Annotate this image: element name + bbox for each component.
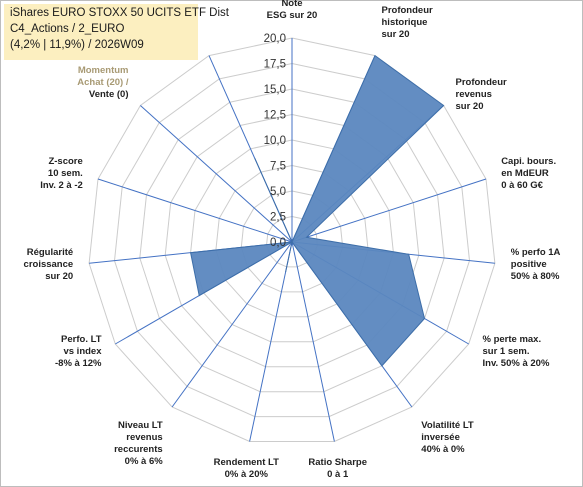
axis-label: % perfo 1A [511, 247, 561, 258]
axis-spoke [249, 241, 293, 442]
grid-ring [190, 139, 394, 343]
axis-label: en MdEUR [501, 168, 549, 179]
axis-label: sur 20 [45, 271, 73, 282]
axis-label: Z-score [48, 156, 82, 167]
axis-label: sur 20 [382, 29, 410, 40]
axis-label-faded: Achat (20) / [77, 77, 129, 88]
axis-label: -8% à 12% [55, 358, 102, 369]
grid-ring [164, 113, 420, 368]
axis-label: Rendement LT [214, 457, 279, 468]
tick-label: 0,0 [270, 237, 286, 249]
grid-ring [113, 62, 471, 418]
chart-title-line-3: (4,2% | 11,9%) / 2026W09 [10, 39, 144, 51]
axis-spoke [291, 178, 487, 243]
axis-label: Note [281, 0, 302, 9]
grid-ring [88, 37, 496, 442]
axis-label: 10 sem. [48, 168, 83, 179]
axis-label: 0 à 1 [327, 469, 349, 480]
chart-title-line-2: C4_Actions / 2_EURO [10, 23, 125, 35]
tick-label: 2,5 [270, 212, 286, 224]
tick-label: 17,5 [264, 59, 286, 71]
axis-label: revenus [456, 89, 492, 100]
tick-label: 7,5 [270, 161, 286, 173]
axis-label: sur 20 [456, 101, 484, 112]
axis-label: historique [382, 17, 428, 28]
axis-spoke [291, 241, 335, 442]
axis-spoke [171, 241, 293, 408]
tick-label: 20,0 [264, 33, 286, 45]
tick-label: 10,0 [264, 135, 286, 147]
tick-label: 12,5 [264, 110, 286, 122]
axis-label: Régularité [27, 247, 73, 258]
axis-label: 0 à 60 G€ [501, 180, 543, 191]
axis-label: Capi. bours. [501, 156, 556, 167]
tick-label: 5,0 [270, 186, 286, 198]
axis-label: Profondeur [456, 77, 507, 88]
axis-label: Volatilité LT [421, 420, 474, 431]
axis-label: Profondeur [382, 5, 433, 16]
axis-label: reccurents [114, 444, 163, 455]
axis-label: sur 1 sem. [483, 346, 530, 357]
axis-label: inversée [421, 432, 460, 443]
grid-ring [215, 164, 369, 318]
grid-ring [139, 88, 445, 393]
axis-label: croissance [24, 259, 74, 270]
axis-label: ESG sur 20 [267, 10, 318, 21]
axis-spoke [97, 178, 293, 243]
axis-label: Inv. 50% à 20% [483, 358, 550, 369]
axis-label: Ratio Sharpe [308, 457, 367, 468]
axis-label: positive [511, 259, 547, 270]
axis-label-faded: Momentum [78, 65, 129, 76]
axis-spoke [140, 105, 293, 243]
axis-label: Inv. 2 à -2 [40, 180, 83, 191]
grid-ring [240, 190, 344, 293]
axis-label: revenus [126, 432, 162, 443]
chart-title-line-1: iShares EURO STOXX 50 UCITS ETF Dist [10, 7, 229, 19]
series-area [190, 54, 445, 367]
tick-label: 15,0 [264, 84, 286, 96]
axis-label: % perte max. [483, 334, 542, 345]
axis-label: 0% à 20% [225, 469, 269, 480]
axis-label: 40% à 0% [421, 444, 465, 455]
axis-label: Niveau LT [118, 420, 163, 431]
axis-label: 0% à 6% [125, 456, 164, 467]
axis-label: vs index [63, 346, 102, 357]
axis-label: Vente (0) [89, 89, 129, 100]
chart-title-box: iShares EURO STOXX 50 UCITS ETF Dist C4_… [4, 4, 229, 60]
axis-label: Perfo. LT [61, 334, 102, 345]
axis-label: 50% à 80% [511, 271, 560, 282]
